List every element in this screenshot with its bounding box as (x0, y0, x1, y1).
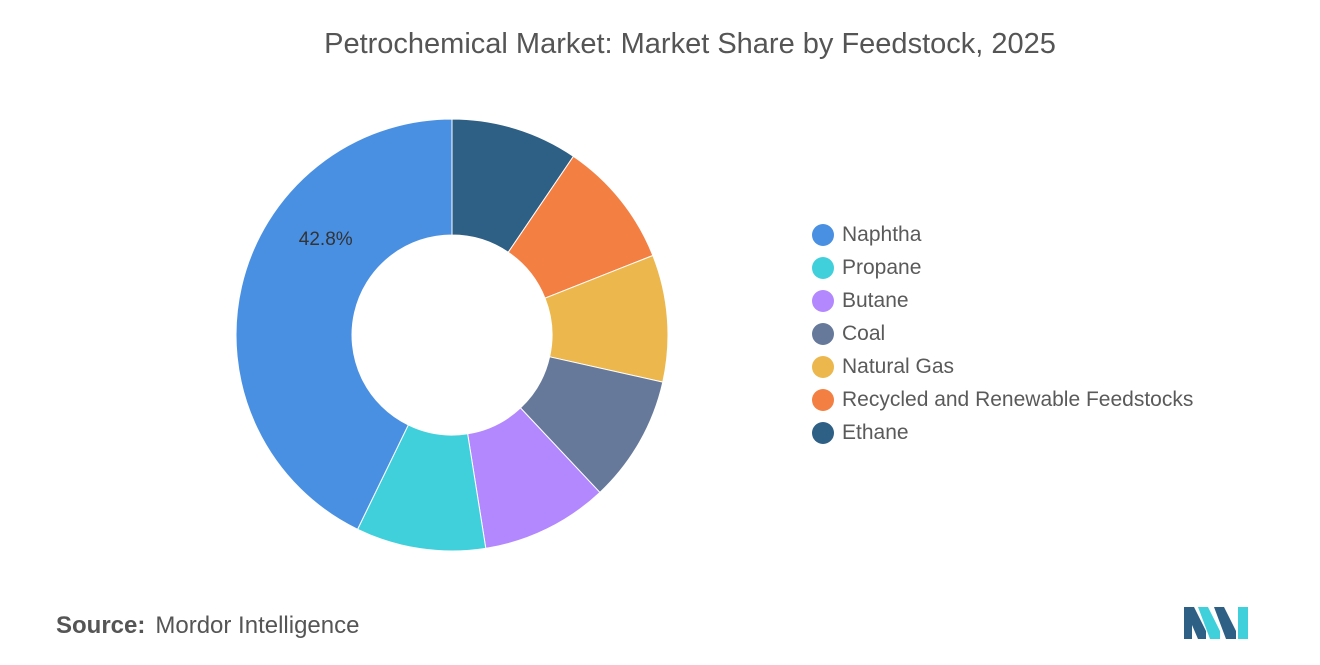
donut-slice-naphtha (235, 118, 453, 530)
legend-item: Ethane (812, 416, 1193, 449)
legend-label: Natural Gas (842, 354, 955, 378)
source-line: Source: Mordor Intelligence (56, 612, 359, 640)
legend-label: Naphtha (842, 222, 922, 246)
legend-swatch (812, 256, 834, 279)
legend-label: Coal (842, 321, 886, 345)
legend-item: Naphtha (812, 218, 1193, 251)
data-label-naphtha: 42.8% (299, 229, 353, 250)
legend-item: Butane (812, 284, 1193, 317)
legend-swatch (812, 388, 834, 411)
legend-item: Coal (812, 317, 1193, 350)
legend-label: Propane (842, 255, 922, 279)
legend-item: Natural Gas (812, 350, 1193, 383)
legend-swatch (812, 223, 834, 246)
legend-swatch (812, 421, 834, 444)
source-label: Source: (56, 612, 146, 639)
legend-swatch (812, 289, 834, 312)
legend-item: Recycled and Renewable Feedstocks (812, 383, 1193, 416)
legend-swatch (812, 322, 834, 345)
mordor-intelligence-logo (1184, 607, 1248, 639)
source-value: Mordor Intelligence (155, 612, 360, 639)
chart-legend: Naphtha Propane Butane Coal Natural Gas Recyc… (812, 218, 1193, 449)
legend-label: Butane (842, 288, 909, 312)
legend-item: Propane (812, 251, 1193, 284)
legend-label: Recycled and Renewable Feedstocks (842, 387, 1194, 411)
legend-label: Ethane (842, 420, 909, 444)
chart-title: Petrochemical Market: Market Share by Fe… (324, 28, 1056, 60)
legend-swatch (812, 355, 834, 378)
